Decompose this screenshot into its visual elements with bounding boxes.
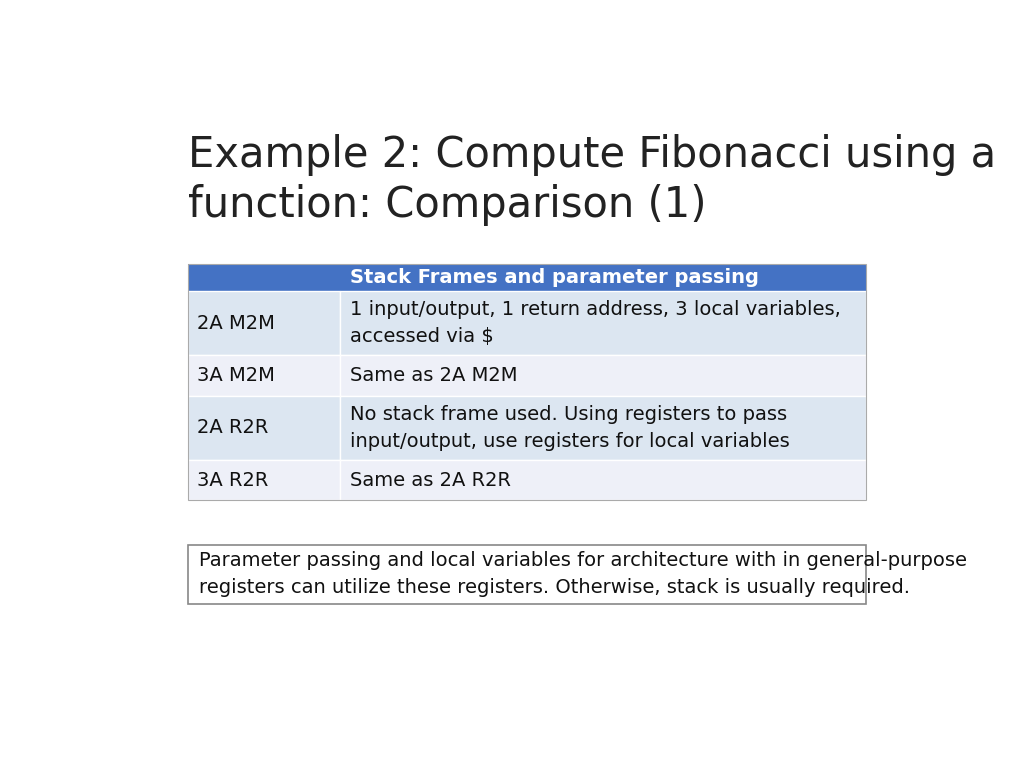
Text: 1 input/output, 1 return address, 3 local variables,
accessed via $: 1 input/output, 1 return address, 3 loca… [350, 300, 841, 346]
Text: 2A R2R: 2A R2R [197, 419, 268, 437]
Text: 3A M2M: 3A M2M [197, 366, 274, 385]
Bar [187, 263, 340, 291]
Text: Same as 2A M2M: Same as 2A M2M [350, 366, 517, 385]
Text: Same as 2A R2R: Same as 2A R2R [350, 471, 511, 490]
Bar [187, 396, 340, 460]
Bar [340, 396, 866, 460]
Bar [340, 263, 866, 291]
Bar [340, 291, 866, 356]
Bar [187, 291, 340, 356]
Bar [187, 263, 866, 500]
Bar [187, 356, 340, 396]
Bar [187, 460, 340, 500]
Text: Example 2: Compute Fibonacci using a
function: Comparison (1): Example 2: Compute Fibonacci using a fun… [187, 134, 995, 226]
Text: 2A M2M: 2A M2M [197, 313, 274, 333]
Bar [187, 545, 866, 604]
Bar [340, 460, 866, 500]
Text: 3A R2R: 3A R2R [197, 471, 268, 490]
Text: Parameter passing and local variables for architecture with in general-purpose
r: Parameter passing and local variables fo… [200, 551, 968, 598]
Bar [340, 356, 866, 396]
Text: No stack frame used. Using registers to pass
input/output, use registers for loc: No stack frame used. Using registers to … [350, 405, 790, 451]
Text: Stack Frames and parameter passing: Stack Frames and parameter passing [350, 268, 759, 286]
